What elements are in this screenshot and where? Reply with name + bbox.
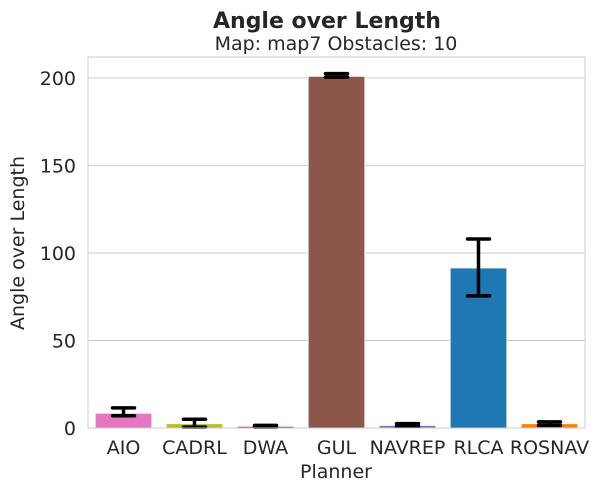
y-tick-label: 200 (40, 68, 76, 90)
x-tick-label-gul: GUL (317, 437, 357, 459)
y-tick-labels: 0 50 100 150 200 (40, 68, 76, 440)
x-tick-label-dwa: DWA (243, 437, 288, 459)
error-bars (110, 71, 563, 429)
y-tick-label: 0 (64, 418, 76, 440)
chart-subtitle: Map: map7 Obstacles: 10 (215, 33, 458, 55)
chart-title: Angle over Length (213, 9, 441, 34)
x-tick-label-rosnav: ROSNAV (510, 437, 589, 459)
plot-frame (87, 56, 586, 429)
bar-gul (307, 75, 366, 429)
x-tick-label-rlca: RLCA (453, 437, 503, 459)
x-tick-label-cadrl: CADRL (162, 437, 227, 459)
y-tick-label: 50 (52, 331, 76, 353)
y-tick-label: 150 (40, 156, 76, 178)
y-axis-label: Angle over Length (7, 156, 29, 330)
x-tick-label-aio: AIO (107, 437, 141, 459)
x-tick-label-navrep: NAVREP (370, 437, 446, 459)
x-tick-labels: AIO CADRL DWA GUL NAVREP RLCA ROSNAV (107, 437, 589, 459)
y-tick-label: 100 (40, 243, 76, 265)
x-axis-label: Planner (300, 461, 372, 483)
bars (94, 75, 579, 429)
